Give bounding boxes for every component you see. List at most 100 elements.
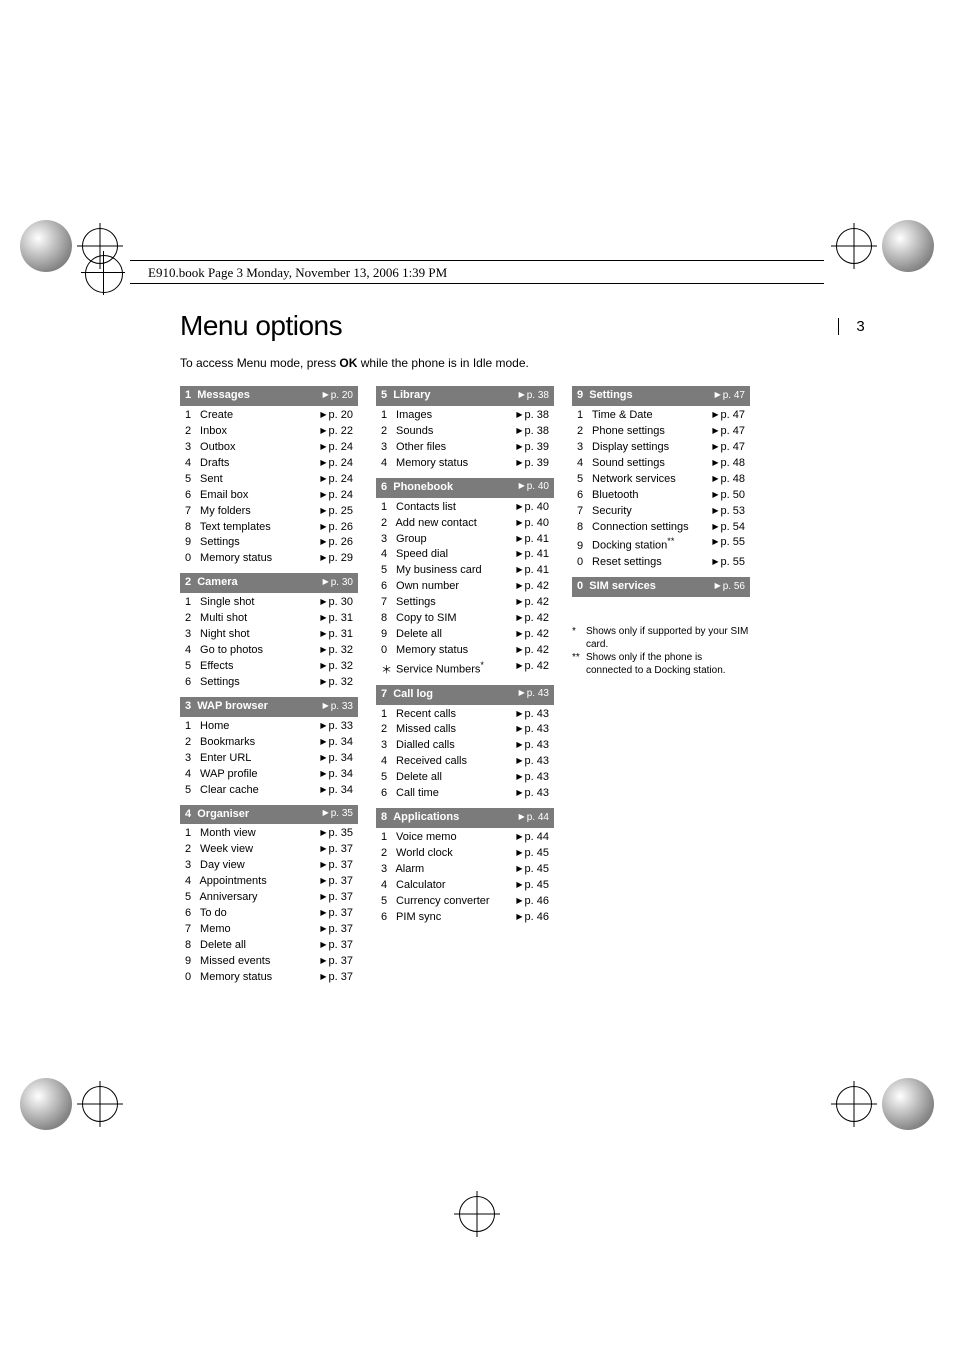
- menu-column: 9 Settings▶p. 471 Time & Date▶p. 472 Pho…: [572, 386, 750, 992]
- menu-item: 3 Enter URL▶p. 34: [180, 751, 358, 767]
- item-label: 4 Go to photos: [185, 643, 263, 659]
- section-title: 5 Library: [381, 388, 431, 404]
- item-label: 5 Currency converter: [381, 894, 490, 910]
- item-page: ▶p. 37: [320, 938, 353, 954]
- item-label: 2 Sounds: [381, 424, 433, 440]
- section-header: 7 Call log▶p. 43: [376, 685, 554, 705]
- regmark-bottom-right: [836, 1078, 934, 1130]
- triangle-icon: ▶: [320, 457, 326, 469]
- triangle-icon: ▶: [516, 596, 522, 608]
- menu-item: 1 Recent calls▶p. 43: [376, 707, 554, 723]
- menu-item: 4 WAP profile▶p. 34: [180, 767, 358, 783]
- section-title: 2 Camera: [185, 575, 238, 591]
- footnote-text: Shows only if supported by your SIM card…: [586, 625, 750, 651]
- menu-item: 8 Copy to SIM▶p. 42: [376, 611, 554, 627]
- menu-item: 1 Month view▶p. 35: [180, 826, 358, 842]
- item-label: 1 Month view: [185, 826, 256, 842]
- footnote: **Shows only if the phone is connected t…: [572, 651, 750, 677]
- item-page: ▶p. 55: [712, 535, 745, 555]
- item-page: ▶p. 53: [712, 504, 745, 520]
- item-page: ▶p. 43: [516, 738, 549, 754]
- item-page: ▶p. 37: [320, 922, 353, 938]
- regmark-cross: [82, 1086, 118, 1122]
- menu-column: 5 Library▶p. 381 Images▶p. 382 Sounds▶p.…: [376, 386, 554, 992]
- section-header: 4 Organiser ▶p. 35: [180, 805, 358, 825]
- item-page: ▶p. 34: [320, 751, 353, 767]
- triangle-icon: ▶: [516, 755, 522, 767]
- triangle-icon: ▶: [516, 580, 522, 592]
- item-page: ▶p. 44: [516, 830, 549, 846]
- triangle-icon: ▶: [516, 787, 522, 799]
- item-label: 8 Connection settings: [577, 520, 689, 536]
- triangle-icon: ▶: [516, 628, 522, 640]
- item-page: ▶p. 37: [320, 874, 353, 890]
- section-page: ▶p. 43: [519, 687, 549, 702]
- triangle-icon: ▶: [712, 441, 718, 453]
- triangle-icon: ▶: [712, 489, 718, 501]
- menu-item: 2 Multi shot▶p. 31: [180, 611, 358, 627]
- item-label: 9 Docking station**: [577, 535, 674, 555]
- item-label: 7 Security: [577, 504, 632, 520]
- item-page: ▶p. 54: [712, 520, 745, 536]
- triangle-icon: ▶: [516, 409, 522, 421]
- section-header: 2 Camera▶p. 30: [180, 573, 358, 593]
- menu-item: 1 Time & Date▶p. 47: [572, 408, 750, 424]
- triangle-icon: ▶: [516, 863, 522, 875]
- item-page: ▶p. 47: [712, 440, 745, 456]
- triangle-icon: ▶: [519, 480, 525, 492]
- section-page: ▶p. 44: [519, 811, 549, 826]
- triangle-icon: ▶: [715, 389, 721, 401]
- item-label: 0 Memory status: [185, 970, 272, 986]
- item-label: 0 Memory status: [185, 551, 272, 567]
- triangle-icon: ▶: [519, 687, 525, 699]
- section-page: ▶p. 35: [323, 807, 353, 822]
- item-page: ▶p. 37: [320, 906, 353, 922]
- item-page: ▶p. 42: [516, 627, 549, 643]
- item-page: ▶p. 41: [516, 563, 549, 579]
- section-title: 4 Organiser: [185, 807, 249, 823]
- item-label: ＊ Service Numbers*: [381, 659, 484, 679]
- section-title: 0 SIM services: [577, 579, 656, 595]
- triangle-icon: ▶: [516, 644, 522, 656]
- item-page: ▶p. 24: [320, 456, 353, 472]
- item-page: ▶p. 55: [712, 555, 745, 571]
- triangle-icon: ▶: [519, 811, 525, 823]
- item-page: ▶p. 39: [516, 456, 549, 472]
- content: Menu options 3 To access Menu mode, pres…: [180, 310, 874, 992]
- item-label: 5 Effects: [185, 659, 233, 675]
- item-label: 3 Other files: [381, 440, 446, 456]
- triangle-icon: ▶: [519, 389, 525, 401]
- menu-item: 0 Memory status▶p. 37: [180, 970, 358, 986]
- item-page: ▶p. 32: [320, 643, 353, 659]
- item-label: 3 Group: [381, 532, 427, 548]
- item-label: 2 Bookmarks: [185, 735, 255, 751]
- triangle-icon: ▶: [320, 784, 326, 796]
- title-row: Menu options 3: [180, 310, 874, 342]
- item-label: 3 Night shot: [185, 627, 250, 643]
- section-header: 1 Messages▶p. 20: [180, 386, 358, 406]
- item-page: ▶p. 42: [516, 595, 549, 611]
- section-header: 8 Applications▶p. 44: [376, 808, 554, 828]
- menu-item: 1 Voice memo▶p. 44: [376, 830, 554, 846]
- item-page: ▶p. 22: [320, 424, 353, 440]
- intro-bold: OK: [339, 356, 357, 370]
- footnote-text: Shows only if the phone is connected to …: [586, 651, 750, 677]
- triangle-icon: ▶: [320, 843, 326, 855]
- page-title: Menu options: [180, 310, 838, 342]
- item-page: ▶p. 39: [516, 440, 549, 456]
- triangle-icon: ▶: [320, 859, 326, 871]
- item-label: 6 Bluetooth: [577, 488, 639, 504]
- footnote-mark: **: [572, 651, 586, 677]
- triangle-icon: ▶: [712, 425, 718, 437]
- item-label: 9 Delete all: [381, 627, 442, 643]
- menu-item: 3 Outbox▶p. 24: [180, 440, 358, 456]
- item-label: 1 Time & Date: [577, 408, 653, 424]
- regmark-circle: [882, 220, 934, 272]
- item-label: 4 Sound settings: [577, 456, 665, 472]
- triangle-icon: ▶: [320, 552, 326, 564]
- menu-item: 1 Create▶p. 20: [180, 408, 358, 424]
- menu-item: 9 Missed events▶p. 37: [180, 954, 358, 970]
- triangle-icon: ▶: [320, 521, 326, 533]
- item-label: 7 Settings: [381, 595, 436, 611]
- triangle-icon: ▶: [712, 473, 718, 485]
